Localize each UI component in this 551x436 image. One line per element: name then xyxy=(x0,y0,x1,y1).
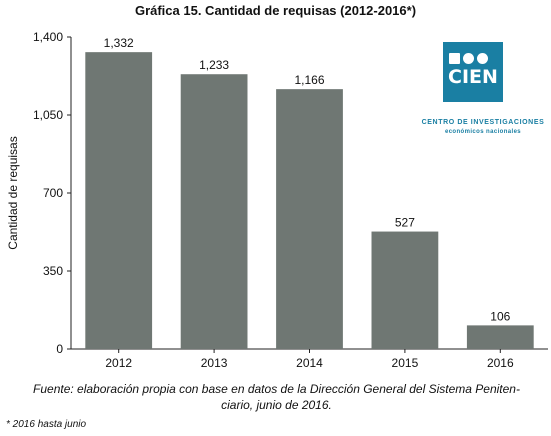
x-tick-label-2015: 2015 xyxy=(392,356,419,370)
source-caption: Fuente: elaboración propia con base en d… xyxy=(4,381,549,413)
logo-line-1: CENTRO DE INVESTIGACIONES xyxy=(421,119,545,126)
y-tick-label: 1,400 xyxy=(33,30,63,44)
bar-2012 xyxy=(85,52,153,349)
y-tick-label: 0 xyxy=(56,342,63,356)
source-line-1: Fuente: elaboración propia con base en d… xyxy=(33,382,520,396)
x-tick-label-2013: 2013 xyxy=(201,356,228,370)
cien-logo: CIEN CENTRO DE INVESTIGACIONES económico… xyxy=(418,40,548,140)
logo-word: CIEN xyxy=(448,66,498,88)
chart-title: Gráfica 15. Cantidad de requisas (2012-2… xyxy=(134,3,417,18)
data-label-2014: 1,166 xyxy=(294,73,324,87)
footnote: * 2016 hasta junio xyxy=(6,419,87,430)
bar-2014 xyxy=(276,89,343,350)
x-tick-label-2012: 2012 xyxy=(105,356,132,370)
logo-dots-icon xyxy=(449,51,491,69)
data-label-2012: 1,332 xyxy=(104,36,134,50)
y-tick-label: 1,050 xyxy=(33,108,63,122)
y-axis-label: Cantidad de requisas xyxy=(6,136,20,249)
y-tick-label: 350 xyxy=(43,264,63,278)
bar-chart: 0 350 700 1,050 1,400 Cantidad de requisas 1,3… xyxy=(6,30,548,370)
logo-line-2: económicos nacionales xyxy=(444,129,522,135)
data-label-2013: 1,233 xyxy=(199,58,229,72)
source-line-2: ciario, junio de 2016. xyxy=(221,398,332,412)
x-tick-label-2016: 2016 xyxy=(487,356,514,370)
data-label-2016: 106 xyxy=(490,309,510,323)
data-label-2015: 527 xyxy=(395,216,415,230)
bar-2016 xyxy=(466,325,534,349)
x-tick-label-2014: 2014 xyxy=(296,356,323,370)
logo-mark: CIEN xyxy=(443,42,503,102)
bar-2015 xyxy=(371,231,439,349)
y-tick-label: 700 xyxy=(43,186,63,200)
bar-2013 xyxy=(180,74,248,350)
